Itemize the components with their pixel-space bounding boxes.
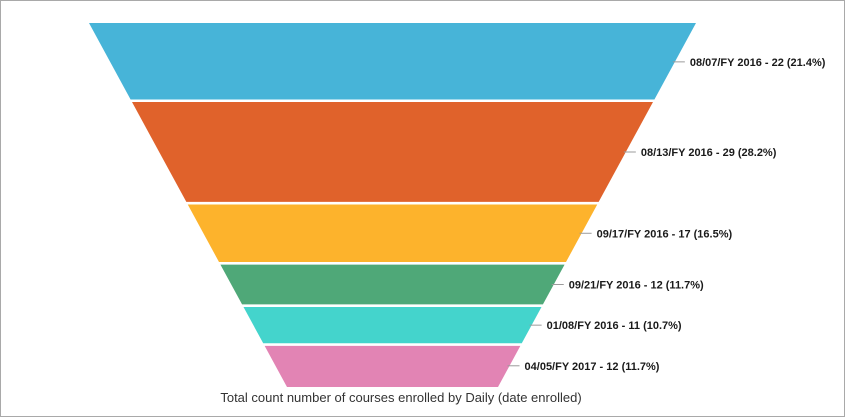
funnel-slice-4[interactable] <box>220 264 565 305</box>
chart-caption: Total count number of courses enrolled b… <box>220 390 582 405</box>
slice-label-2: 08/13/FY 2016 - 29 (28.2%) <box>641 147 777 159</box>
funnel-slice-3[interactable] <box>187 204 598 263</box>
slice-label-1: 08/07/FY 2016 - 22 (21.4%) <box>690 57 826 69</box>
slice-label-5: 01/08/FY 2016 - 11 (10.7%) <box>547 320 682 332</box>
slice-label-6: 04/05/FY 2017 - 12 (11.7%) <box>525 361 660 373</box>
funnel-slice-6[interactable] <box>264 345 521 387</box>
slice-label-4: 09/21/FY 2016 - 12 (11.7%) <box>569 280 704 292</box>
funnel-slice-5[interactable] <box>243 307 542 344</box>
slice-label-3: 09/17/FY 2016 - 17 (16.5%) <box>597 228 733 240</box>
funnel-slice-1[interactable] <box>89 23 696 100</box>
funnel-slice-2[interactable] <box>131 102 654 202</box>
